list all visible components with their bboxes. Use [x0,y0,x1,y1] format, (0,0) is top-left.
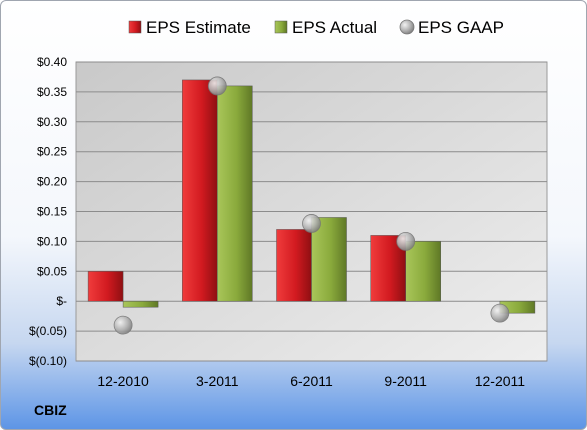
ticker-label: CBIZ [34,402,67,418]
marker-eps-gaap [113,315,133,335]
x-tick-label: 3-2011 [196,373,239,389]
legend-swatch-eps-actual [274,20,288,34]
marker-eps-gaap [207,76,227,96]
legend-swatch-eps-gaap [399,19,415,35]
bar-eps-actual [122,300,159,308]
legend-label-eps-estimate: EPS Estimate [146,18,251,37]
y-tick-label: $0.05 [37,264,67,278]
bar-eps-actual [405,241,441,302]
bar-eps-estimate [276,229,312,302]
y-tick-label: $0.15 [37,205,67,219]
bar-eps-estimate [87,271,124,302]
marker-eps-gaap [490,303,510,323]
bar-eps-estimate [182,79,218,302]
x-tick-label: 9-2011 [384,373,427,389]
legend-label-eps-gaap: EPS GAAP [418,18,504,37]
y-tick-label: $0.20 [37,175,67,189]
y-tick-label: $0.30 [37,115,67,129]
y-tick-label: $(0.05) [29,324,67,338]
legend-label-eps-actual: EPS Actual [292,18,377,37]
legend-swatch-eps-estimate [128,20,142,34]
y-tick-label: $0.10 [37,234,67,248]
y-tick-label: $- [56,294,67,308]
bar-eps-actual [217,85,253,302]
x-tick-label: 12-2011 [475,373,526,389]
y-tick-label: $(0.10) [29,354,67,368]
marker-eps-gaap [302,214,321,233]
x-tick-label: 12-2010 [97,373,149,389]
bar-eps-actual [311,217,347,302]
marker-eps-gaap [396,231,416,251]
y-tick-label: $0.40 [37,55,67,69]
y-tick-label: $0.25 [37,145,67,159]
y-tick-label: $0.35 [37,85,67,99]
x-tick-label: 6-2011 [290,373,333,389]
